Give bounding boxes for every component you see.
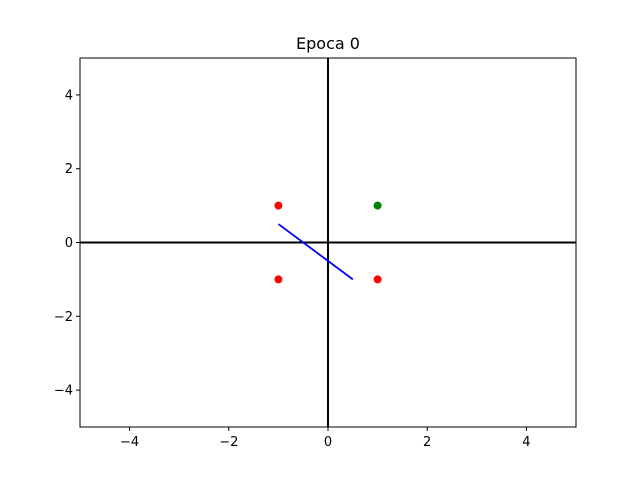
data-point bbox=[373, 201, 382, 210]
x-tick-label: −4 bbox=[120, 435, 139, 450]
y-tick-label: −2 bbox=[54, 310, 73, 325]
plot-frame bbox=[79, 57, 577, 428]
y-tick-label: 0 bbox=[65, 236, 73, 251]
decision-line bbox=[277, 223, 354, 281]
y-tick-label: 4 bbox=[65, 88, 73, 103]
x-tick-label: 2 bbox=[423, 435, 431, 450]
x-tick-label: −2 bbox=[219, 435, 238, 450]
chart-title: Epoca 0 bbox=[296, 34, 360, 53]
data-point bbox=[373, 275, 382, 284]
data-point bbox=[274, 201, 283, 210]
y-tick-label: −4 bbox=[54, 384, 73, 399]
plot-area: −4 −2 0 2 4 −4 −2 0 2 4 bbox=[54, 58, 576, 450]
x-tick-label: 4 bbox=[522, 435, 530, 450]
y-tick-label: 2 bbox=[65, 162, 73, 177]
x-tick-label: 0 bbox=[324, 435, 332, 450]
data-point bbox=[274, 275, 283, 284]
